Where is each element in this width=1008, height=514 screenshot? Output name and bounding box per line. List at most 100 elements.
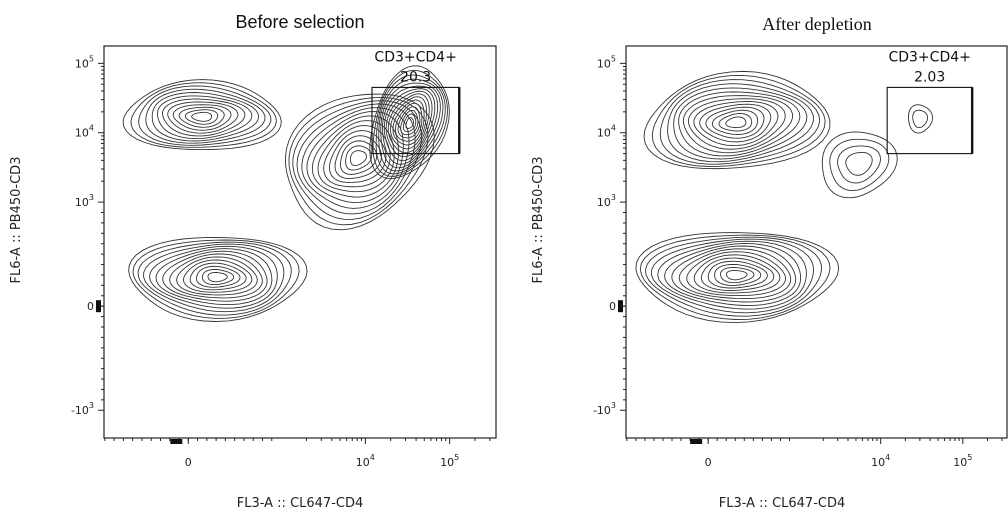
contour-ring	[284, 93, 435, 231]
x-tick-exponent: 4	[885, 453, 890, 462]
contour-ring	[157, 95, 253, 140]
gate-name: CD3+CD4+	[888, 49, 970, 65]
chart-title: Before selection	[235, 12, 364, 32]
chart-title: After depletion	[762, 14, 871, 34]
y-zero-cluster	[96, 300, 101, 313]
y-tick-label: 103	[75, 193, 94, 209]
contour-ring	[382, 85, 439, 165]
contour-ring	[657, 240, 807, 310]
contour-ring	[405, 117, 415, 130]
contour-ring	[155, 248, 273, 306]
contour-ring	[639, 234, 831, 320]
contour-ring	[369, 65, 450, 179]
x-axis-label: FL3-A :: CL647-CD4	[719, 496, 846, 511]
contour-ring	[725, 116, 747, 129]
contour-ring	[686, 251, 787, 297]
contour-ring	[693, 254, 781, 294]
contour-ring	[693, 101, 779, 147]
y-tick-label: 103	[597, 193, 616, 209]
contour-ring	[718, 113, 753, 132]
contour-ring	[191, 111, 213, 122]
contour-ring	[288, 96, 429, 226]
plot-frame	[625, 45, 1008, 439]
contour-ring	[151, 92, 260, 142]
contour-ring	[162, 250, 268, 302]
contour-ring	[400, 109, 419, 136]
contour-ring	[705, 106, 765, 139]
contour-ring	[145, 88, 266, 144]
contour-ring	[122, 79, 282, 151]
contour-ring	[707, 260, 768, 289]
contour-ring	[397, 106, 421, 139]
gate-percent: 20.3	[400, 69, 431, 85]
x-zero-cluster	[170, 439, 183, 444]
contour-ring	[207, 272, 228, 283]
contour-ring	[137, 241, 292, 316]
contour-ring	[845, 151, 873, 176]
contour-ring	[317, 120, 395, 193]
contour-ring	[714, 263, 762, 286]
contour-ring	[328, 130, 387, 183]
contour-ring	[189, 262, 247, 291]
y-tick-label: -103	[71, 401, 94, 417]
contour-ring	[390, 96, 428, 150]
contour-ring	[711, 109, 759, 135]
y-axis-label: FL6-A :: PB450-CD3	[9, 157, 24, 284]
y-tick-label: 104	[597, 124, 616, 140]
contour-ring	[345, 145, 373, 171]
contour-ring	[643, 70, 831, 170]
x-tick-label: 104	[871, 453, 890, 469]
contour-ring	[908, 104, 933, 134]
x-tick-exponent: 5	[454, 453, 459, 462]
contour-ring	[176, 256, 258, 296]
contour-ring	[169, 253, 263, 299]
population-4	[128, 237, 308, 322]
contour-ring	[651, 75, 826, 167]
gate-name: CD3+CD4+	[374, 49, 456, 65]
contour-ring	[392, 99, 425, 146]
contour-ring	[651, 238, 815, 314]
contour-ring	[664, 242, 802, 306]
contour-ring	[292, 100, 422, 220]
contour-ring	[178, 106, 225, 128]
y-tick-label: 105	[597, 54, 616, 70]
contour-ring	[167, 101, 239, 134]
gate-percent: 2.03	[914, 69, 945, 85]
contour-ring	[334, 135, 382, 179]
x-tick-label: 105	[953, 453, 972, 469]
contour-ring	[720, 267, 755, 284]
contour-ring	[837, 145, 881, 184]
contour-ring	[912, 109, 929, 129]
contour-ring	[339, 140, 378, 175]
population-4	[635, 232, 840, 324]
contour-ring	[829, 138, 890, 191]
contour-ring	[196, 265, 241, 288]
x-tick-label: 105	[440, 453, 459, 469]
x-tick-exponent: 5	[967, 453, 972, 462]
plot-frame	[103, 45, 497, 439]
population-3	[908, 104, 933, 134]
contour-ring	[378, 78, 444, 172]
contour-ring	[387, 93, 430, 154]
y-tick-exponent: 3	[89, 193, 94, 202]
x-zero-cluster	[690, 439, 703, 444]
contour-ring	[143, 243, 285, 313]
contour-ring	[673, 87, 808, 160]
y-tick-exponent: 4	[611, 124, 616, 133]
contour-ring	[682, 95, 793, 154]
contour-ring	[725, 270, 748, 281]
y-tick-label: 105	[75, 54, 94, 70]
x-tick-label: 104	[356, 453, 375, 469]
contour-ring	[183, 259, 253, 293]
contour-ring	[678, 91, 801, 157]
population-3	[369, 65, 450, 179]
contour-ring	[349, 150, 367, 167]
contour-ring	[671, 245, 797, 303]
y-tick-label: -103	[593, 401, 616, 417]
contour-ring	[380, 82, 441, 169]
contour-ring	[130, 82, 277, 148]
y-zero-cluster	[618, 300, 623, 313]
contour-ring	[323, 125, 391, 188]
contour-ring	[699, 103, 772, 143]
